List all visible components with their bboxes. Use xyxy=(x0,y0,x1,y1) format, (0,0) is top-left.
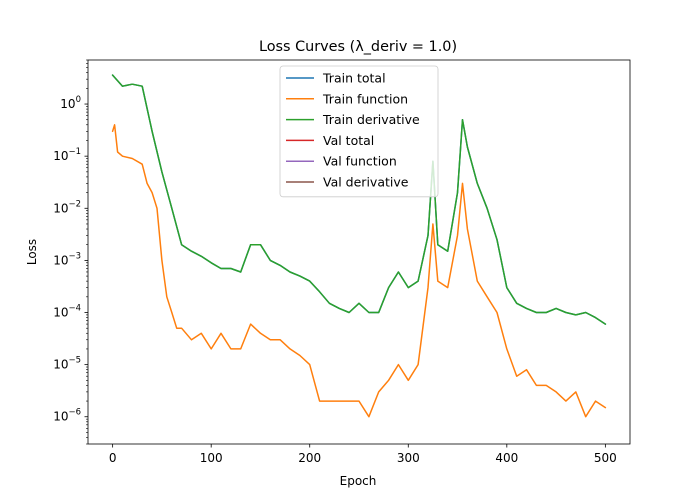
series-line-train-derivative xyxy=(111,74,607,325)
y-tick-label: 10−4 xyxy=(53,304,81,320)
legend-label: Train total xyxy=(322,71,386,86)
x-tick-label: 300 xyxy=(397,451,420,465)
legend-label: Val function xyxy=(323,154,397,169)
x-tick-label: 0 xyxy=(109,451,117,465)
legend-label: Train derivative xyxy=(322,112,420,127)
x-axis-label: Epoch xyxy=(340,474,377,488)
x-tick-label: 500 xyxy=(594,451,617,465)
y-tick-label: 100 xyxy=(60,95,81,111)
y-tick-label: 10−6 xyxy=(53,408,81,424)
plot-frame xyxy=(87,59,631,445)
series-layer xyxy=(111,74,607,418)
x-axis: 0 100 200 300 400 500 xyxy=(109,444,617,465)
legend-box xyxy=(279,65,439,198)
chart-title: Loss Curves (λ_deriv = 1.0) xyxy=(259,39,457,55)
x-tick-label: 100 xyxy=(200,451,223,465)
y-tick-label: 10−1 xyxy=(53,147,81,163)
series-line-train-function xyxy=(111,124,607,418)
legend-label: Val derivative xyxy=(323,175,409,190)
x-tick-label: 400 xyxy=(495,451,518,465)
legend-label: Train function xyxy=(322,91,408,106)
x-tick-label: 200 xyxy=(298,451,321,465)
y-tick-label: 10−5 xyxy=(53,356,81,372)
y-axis: 10−6 10−5 10−4 10−3 10−2 10−1 100 xyxy=(53,59,88,445)
legend: Train total Train function Train derivativ… xyxy=(279,65,439,198)
y-tick-label: 10−3 xyxy=(53,251,81,267)
legend-label: Val total xyxy=(323,133,374,148)
y-tick-label: 10−2 xyxy=(53,199,81,215)
y-axis-label: Loss xyxy=(25,239,39,265)
